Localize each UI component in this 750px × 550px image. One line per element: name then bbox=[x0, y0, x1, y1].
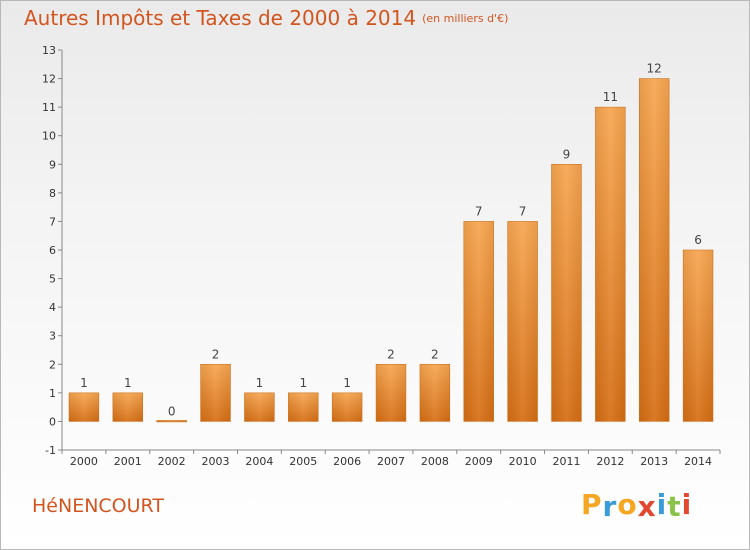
y-tick-label: 10 bbox=[42, 130, 56, 143]
logo-letter: i bbox=[681, 488, 693, 521]
data-label: 1 bbox=[124, 376, 132, 390]
y-tick-label: 8 bbox=[49, 187, 56, 200]
logo-letter: P bbox=[581, 488, 603, 521]
x-tick-label: 2001 bbox=[114, 455, 142, 468]
data-label: 1 bbox=[299, 376, 307, 390]
bar-shade bbox=[332, 392, 363, 422]
data-label: 7 bbox=[519, 204, 527, 218]
logo-letter: r bbox=[602, 490, 618, 523]
x-tick-label: 2013 bbox=[640, 455, 668, 468]
y-tick-label: 12 bbox=[42, 73, 56, 86]
title-unit: (en milliers d'€) bbox=[422, 12, 509, 25]
bar-shade bbox=[639, 78, 670, 422]
y-tick-label: -1 bbox=[45, 444, 56, 457]
bar-shade bbox=[463, 221, 494, 422]
title-text: Autres Impôts et Taxes de 2000 à 2014 bbox=[24, 6, 417, 30]
y-tick-label: 4 bbox=[49, 301, 56, 314]
chart-title: Autres Impôts et Taxes de 2000 à 2014 (en… bbox=[24, 4, 508, 33]
bar-shade bbox=[156, 420, 187, 422]
data-label: 2 bbox=[387, 347, 395, 361]
data-label: 2 bbox=[212, 347, 220, 361]
y-tick-label: 13 bbox=[42, 44, 56, 57]
bar-shade bbox=[288, 392, 319, 422]
bar-shade bbox=[551, 164, 582, 422]
x-tick-label: 2014 bbox=[684, 455, 712, 468]
data-label: 11 bbox=[603, 90, 618, 104]
bars-group bbox=[68, 78, 714, 423]
bar-shade bbox=[69, 392, 99, 422]
y-tick-label: 0 bbox=[49, 415, 56, 428]
data-label: 7 bbox=[475, 204, 483, 218]
bar-shade bbox=[376, 364, 406, 422]
logo-letter: o bbox=[617, 488, 638, 521]
logo-letter: t bbox=[667, 490, 682, 523]
bar-shade bbox=[595, 107, 626, 422]
data-label: 12 bbox=[647, 62, 662, 76]
x-tick-label: 2008 bbox=[421, 455, 449, 468]
data-label: 2 bbox=[431, 347, 439, 361]
data-label: 1 bbox=[80, 376, 88, 390]
data-label: 1 bbox=[256, 376, 264, 390]
logo-letter: i bbox=[656, 488, 668, 521]
y-tick-label: 3 bbox=[49, 330, 56, 343]
x-tick-label: 2003 bbox=[202, 455, 230, 468]
x-tick-label: 2010 bbox=[509, 455, 537, 468]
bar-shade bbox=[244, 392, 275, 422]
y-tick-label: 11 bbox=[42, 101, 56, 114]
bar-shade bbox=[200, 364, 231, 422]
bar-shade bbox=[112, 392, 143, 422]
y-tick-label: 5 bbox=[49, 273, 56, 286]
y-tick-label: 1 bbox=[49, 387, 56, 400]
x-tick-label: 2012 bbox=[596, 455, 624, 468]
x-tick-label: 2000 bbox=[70, 455, 98, 468]
x-tick-label: 2004 bbox=[245, 455, 273, 468]
bar-shade bbox=[419, 364, 450, 422]
x-tick-label: 2009 bbox=[465, 455, 493, 468]
proxiti-logo: Proxiti bbox=[581, 487, 692, 523]
x-tick-label: 2006 bbox=[333, 455, 361, 468]
bar-shade bbox=[683, 250, 713, 422]
y-tick-label: 2 bbox=[49, 358, 56, 371]
x-tick-label: 2011 bbox=[552, 455, 580, 468]
y-tick-label: 7 bbox=[49, 215, 56, 228]
y-tick-label: 9 bbox=[49, 158, 56, 171]
data-label: 1 bbox=[343, 376, 351, 390]
data-label: 9 bbox=[563, 147, 571, 161]
y-tick-label: 6 bbox=[49, 244, 56, 257]
logo-letter: x bbox=[637, 490, 657, 523]
x-tick-label: 2002 bbox=[158, 455, 186, 468]
bar-shade bbox=[507, 221, 538, 422]
data-label: 6 bbox=[694, 233, 702, 247]
x-tick-label: 2005 bbox=[289, 455, 317, 468]
x-tick-label: 2007 bbox=[377, 455, 405, 468]
data-label: 0 bbox=[168, 404, 176, 418]
commune-name: HéNENCOURT bbox=[32, 495, 164, 517]
